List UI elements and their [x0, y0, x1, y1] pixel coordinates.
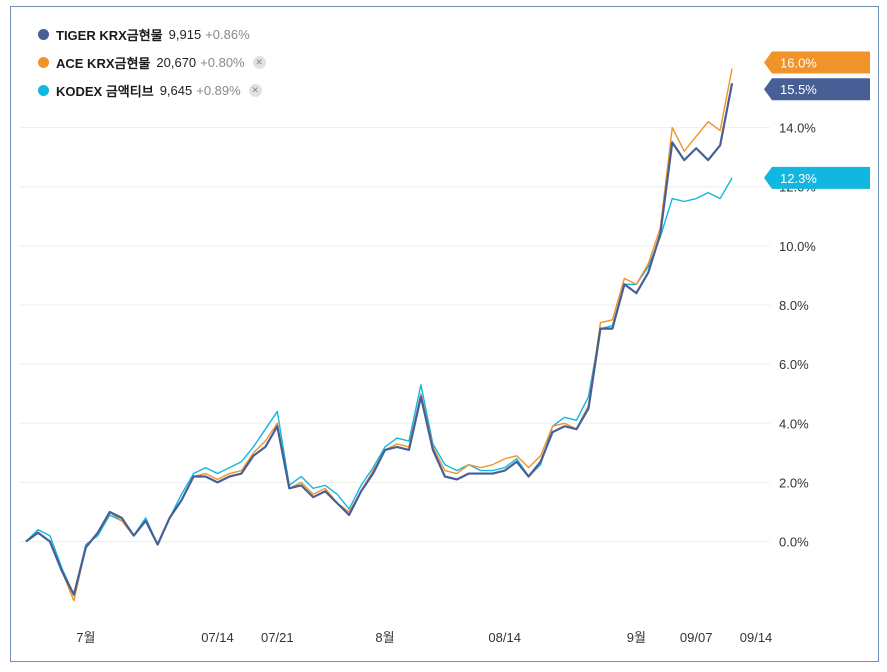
- legend-item-kodex[interactable]: KODEX 금액티브 9,645 +0.89% ✕: [38, 76, 266, 104]
- end-tag-label: 16.0%: [780, 55, 817, 70]
- y-tick-label: 14.0%: [779, 121, 816, 136]
- y-tick-label: 2.0%: [779, 475, 809, 490]
- legend-series-name: TIGER KRX금현물: [56, 27, 163, 43]
- x-tick-label: 7월: [76, 630, 95, 645]
- x-tick-label: 8월: [375, 630, 394, 645]
- series-color-dot: [38, 56, 49, 68]
- series-line: [25, 68, 733, 602]
- legend-series-name: ACE KRX금현물: [56, 55, 151, 71]
- legend-price: 9,645: [159, 82, 193, 98]
- y-tick-label: 4.0%: [779, 416, 809, 431]
- y-tick-label: 10.0%: [779, 239, 816, 254]
- legend: TIGER KRX금현물 9,915 +0.86% ACE KRX금현물 20,…: [38, 20, 266, 104]
- x-tick-label: 09/07: [680, 630, 713, 645]
- legend-change: +0.80%: [200, 54, 245, 70]
- close-icon[interactable]: ✕: [252, 55, 266, 69]
- legend-change: +0.86%: [205, 26, 250, 42]
- legend-change: +0.89%: [196, 82, 241, 98]
- series-color-dot: [38, 84, 49, 96]
- series-line: [25, 83, 734, 596]
- grid-lines: [20, 127, 770, 543]
- y-tick-label: 0.0%: [779, 535, 809, 550]
- series-lines: [25, 68, 734, 602]
- end-value-tag: 15.5%: [764, 78, 870, 101]
- y-tick-label: 8.0%: [779, 298, 809, 313]
- series-color-dot: [38, 28, 49, 40]
- end-tag-label: 12.3%: [780, 171, 817, 186]
- close-icon[interactable]: ✕: [248, 83, 262, 97]
- end-value-tags: 16.0% 15.5% 12.3%: [764, 51, 870, 189]
- x-tick-label: 9월: [627, 630, 646, 645]
- legend-series-name: KODEX 금액티브: [56, 83, 154, 99]
- x-axis: 7월 07/14 07/21 8월 08/14 9월 09/07 09/14: [76, 630, 772, 645]
- end-value-tag: 16.0%: [764, 51, 870, 74]
- legend-item-tiger[interactable]: TIGER KRX금현물 9,915 +0.86%: [38, 20, 266, 48]
- legend-price: 20,670: [156, 54, 197, 70]
- legend-price: 9,915: [168, 26, 202, 42]
- x-tick-label: 09/14: [740, 630, 773, 645]
- x-tick-label: 07/14: [201, 630, 234, 645]
- x-tick-label: 07/21: [261, 630, 294, 645]
- x-tick-label: 08/14: [488, 630, 521, 645]
- end-value-tag: 12.3%: [764, 166, 870, 189]
- chart-frame: [10, 6, 879, 662]
- end-tag-shape: [764, 166, 870, 189]
- legend-item-ace[interactable]: ACE KRX금현물 20,670 +0.80% ✕: [38, 48, 266, 76]
- end-tag-shape: [764, 51, 870, 74]
- y-tick-label: 6.0%: [779, 357, 809, 372]
- end-tag-shape: [764, 78, 870, 101]
- end-tag-label: 15.5%: [780, 82, 817, 97]
